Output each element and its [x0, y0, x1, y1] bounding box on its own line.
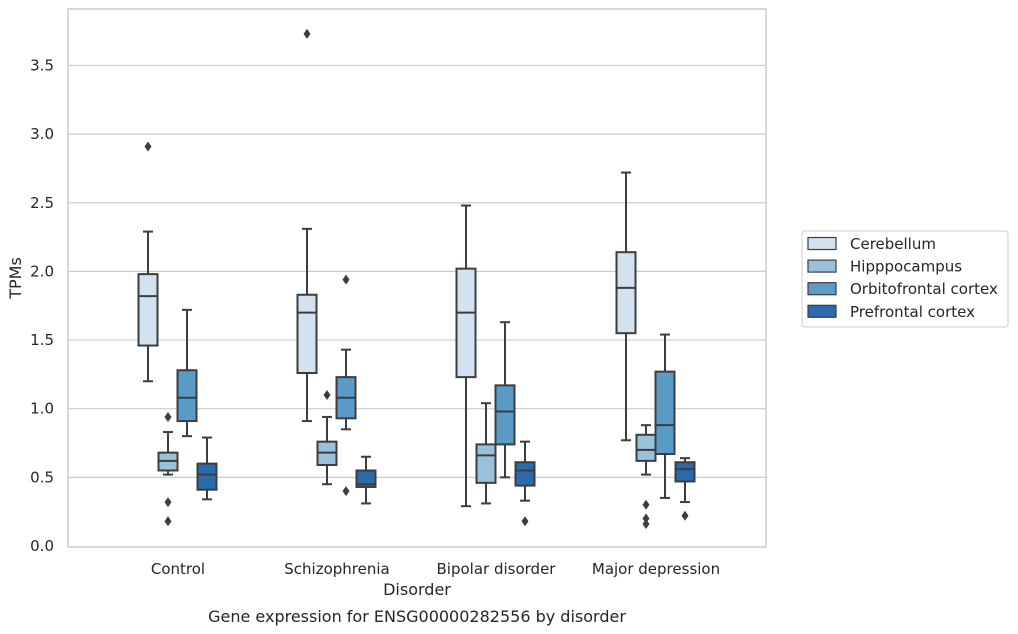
y-tick-label: 2.5: [30, 194, 54, 212]
series-cerebellum: [137, 28, 637, 508]
box: [654, 333, 676, 499]
box: [335, 274, 357, 497]
box: [674, 457, 696, 521]
outlier-point: [164, 497, 172, 508]
box-body: [494, 384, 516, 446]
y-tick-label: 1.0: [30, 400, 54, 418]
series-prefrontal-cortex: [196, 436, 696, 527]
box: [494, 321, 516, 479]
box-body: [514, 461, 536, 487]
box: [455, 204, 477, 508]
box-series: [137, 28, 696, 530]
box-body: [475, 443, 497, 484]
outlier-point: [642, 513, 650, 524]
box: [615, 171, 637, 442]
outlier-point: [303, 28, 311, 39]
x-tick-label: Major depression: [592, 560, 720, 578]
outlier-point: [642, 499, 650, 510]
legend-swatch: [807, 259, 837, 273]
box-body: [196, 462, 218, 491]
x-axis-label: Disorder: [383, 580, 451, 599]
legend-swatch: [807, 304, 837, 318]
box-body: [176, 369, 198, 423]
legend-label: Cerebellum: [850, 235, 936, 253]
outlier-point: [681, 510, 689, 521]
y-tick-label: 1.5: [30, 331, 54, 349]
x-tick-label: Schizophrenia: [284, 560, 389, 578]
outlier-point: [642, 519, 650, 530]
y-axis-ticks: 0.0 0.5 1.0 1.5 2.0 2.5 3.0 3.5: [30, 56, 54, 555]
legend-swatch: [807, 236, 837, 251]
box-body: [635, 433, 657, 462]
y-tick-label: 2.0: [30, 262, 54, 280]
outlier-point: [521, 516, 529, 527]
box: [514, 440, 536, 527]
y-axis-label: TPMs: [6, 257, 25, 300]
box: [355, 455, 377, 505]
box-body: [296, 293, 318, 375]
y-tick-label: 3.5: [30, 56, 54, 74]
box-body: [137, 273, 159, 347]
legend-label: Orbitofrontal cortex: [850, 280, 998, 298]
box: [316, 389, 338, 486]
box-body: [654, 370, 676, 456]
y-tick-label: 0.5: [30, 468, 54, 486]
outlier-point: [144, 141, 152, 152]
x-axis-ticks: Control Schizophrenia Bipolar disorder Majo…: [151, 560, 720, 578]
outlier-point: [323, 389, 331, 400]
box-body: [355, 469, 377, 488]
legend-label: Hipppocampus: [850, 258, 962, 276]
box: [296, 28, 318, 423]
x-tick-label: Control: [151, 560, 205, 578]
box: [137, 141, 159, 383]
x-tick-label: Bipolar disorder: [437, 560, 557, 578]
box-body: [455, 267, 477, 379]
legend: Cerebellum Hipppocampus Orbitofrontal cort…: [801, 230, 1009, 328]
box-body: [615, 251, 637, 335]
series-orbitofrontal-cortex: [176, 274, 676, 499]
outlier-point: [342, 274, 350, 285]
y-tick-label: 0.0: [30, 537, 54, 555]
box: [475, 402, 497, 505]
outlier-point: [164, 516, 172, 527]
outlier-point: [342, 486, 350, 497]
box: [157, 411, 179, 527]
legend-frame: [801, 230, 1009, 328]
box-body: [674, 461, 696, 483]
box: [196, 436, 218, 501]
box: [176, 308, 198, 438]
y-tick-label: 3.0: [30, 125, 54, 143]
outlier-point: [164, 411, 172, 422]
chart-caption: Gene expression for ENSG00000282556 by d…: [208, 607, 626, 626]
legend-swatch: [807, 282, 837, 296]
legend-label: Prefrontal cortex: [850, 303, 975, 321]
